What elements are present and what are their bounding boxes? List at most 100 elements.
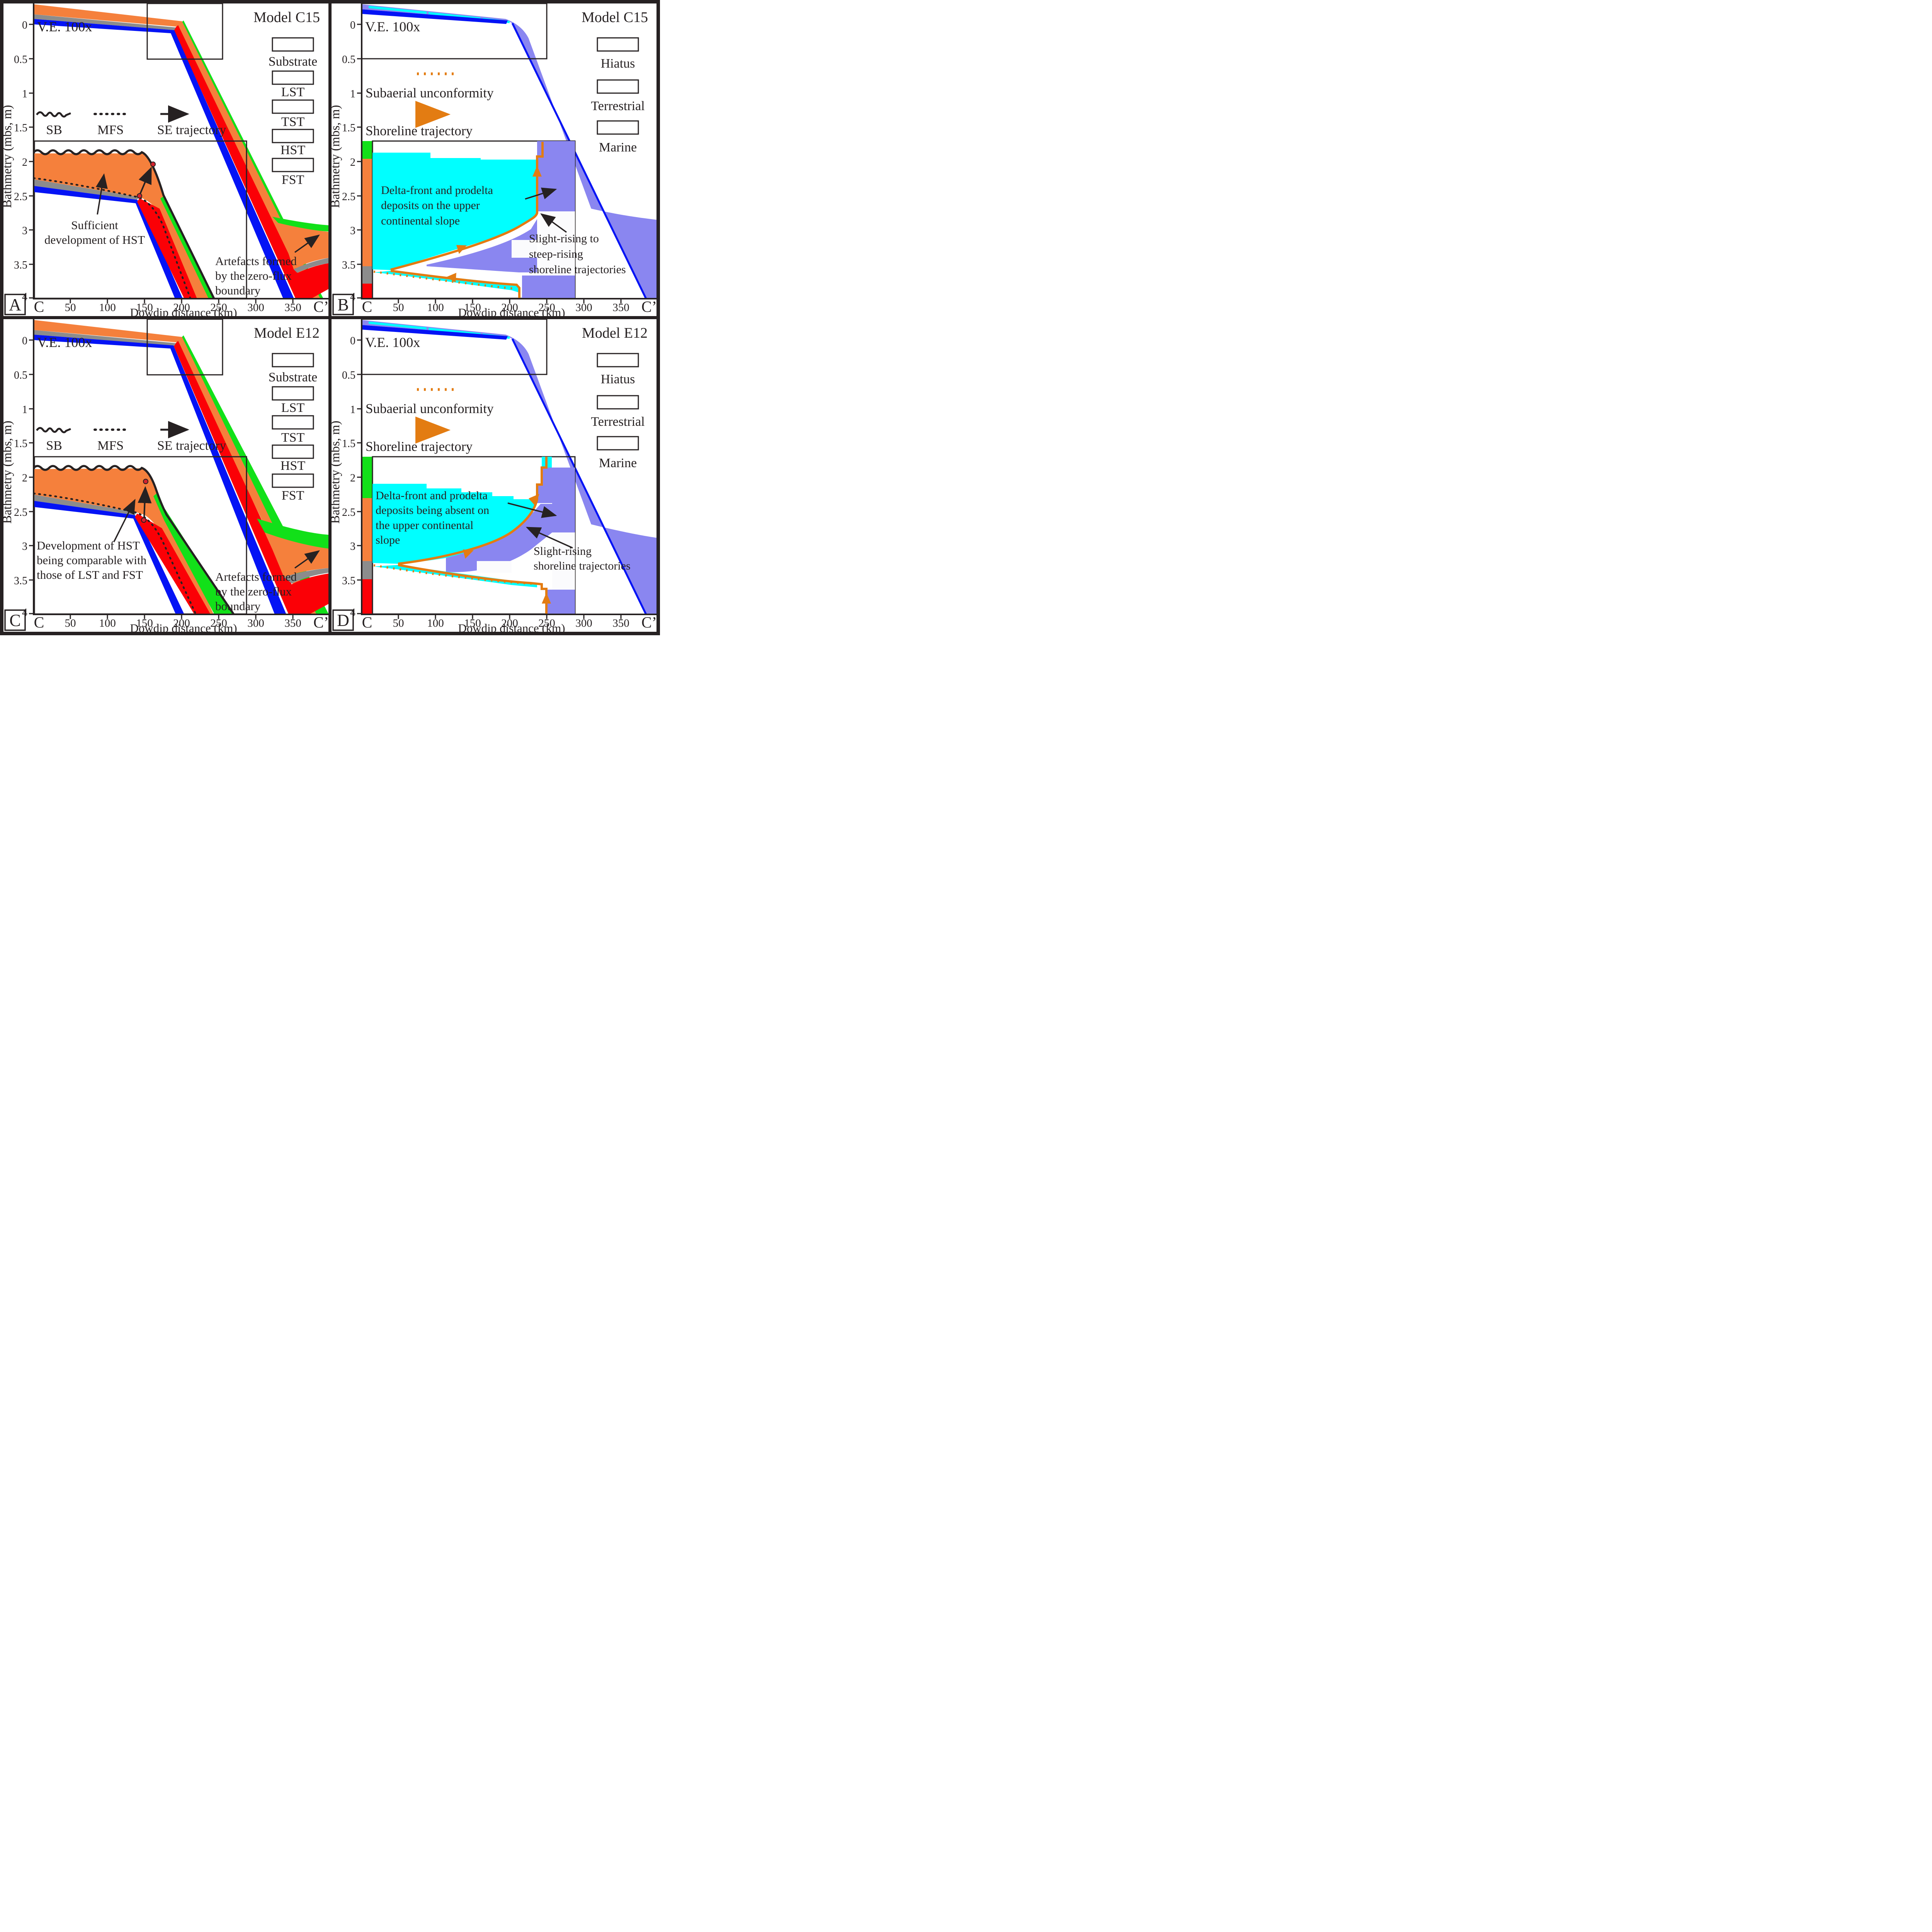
y-tick-label: 2.5 (342, 191, 355, 203)
panel-a-svg: Sufficient development of HST Artefacts … (2, 2, 330, 318)
inset-note-line: being comparable with (37, 553, 147, 567)
inset-marine-mid (427, 219, 537, 272)
symbol-legend: SB MFS SE trajectory (36, 421, 226, 453)
x-end-label: C’ (641, 298, 657, 315)
toe-tst (284, 568, 329, 583)
mfs-label: MFS (97, 439, 124, 453)
legend-label: TST (281, 430, 305, 445)
y-tick-label: 0.5 (14, 369, 27, 381)
trajectory-right-arrowhead (456, 245, 467, 254)
legend-label: HST (281, 143, 305, 157)
y-ticks (357, 339, 362, 614)
substrate-topset-band (362, 325, 508, 340)
x-end-label: C’ (641, 614, 657, 631)
y-tick-label: 1 (350, 88, 355, 100)
se-label: SE trajectory (157, 123, 226, 137)
y-ticks (29, 339, 34, 614)
ve-label: V.E. 100x (37, 19, 92, 34)
legend-tracts: Substrate LST TST HST FST (269, 37, 317, 187)
inset-note-line: the upper continental (376, 519, 473, 532)
legend-swatch-fst (272, 158, 314, 172)
legend-swatch-substrate (272, 353, 314, 367)
y-tick-label: 2.5 (342, 507, 355, 519)
shoreline-trajectory-lower (390, 270, 520, 298)
main-note-line: Artefacts formed (215, 254, 297, 268)
inset-note-line: slope (376, 534, 400, 546)
shoreline-label: Shoreline trajectory (366, 439, 473, 454)
y-axis-title: Bathmetry (mbs, m) (330, 105, 342, 208)
y-tick-label: 1 (22, 404, 27, 416)
main-annotation: Artefacts formed by the zero-flux bounda… (215, 550, 320, 613)
inset-terrestrial (372, 153, 537, 270)
strip-hst (362, 159, 372, 266)
legend-swatch-tst (272, 415, 314, 430)
x-tick-label: 350 (284, 301, 301, 314)
shoreline-label: Shoreline trajectory (366, 123, 473, 138)
legend-label: Substrate (269, 370, 318, 384)
legend-swatch-hiatus (597, 37, 639, 52)
y-axis-title: Bathmetry (mbs, m) (330, 421, 342, 524)
x-end-label: C’ (313, 614, 329, 631)
toe-fst (272, 217, 329, 231)
toe-lst (292, 573, 329, 614)
legend-swatch-terrestrial (597, 395, 639, 410)
trajectory-right-arrowhead (463, 549, 474, 559)
legend-swatch-lst (272, 70, 314, 85)
inset-wavy-surface-line (34, 149, 215, 298)
x-ticks (70, 614, 294, 619)
legend-swatch-tst (272, 99, 314, 114)
legend-swatch-marine (597, 120, 639, 135)
y-tick-label: 0.5 (14, 54, 27, 66)
annotation-arrow (540, 213, 567, 233)
toe-lst (297, 263, 329, 299)
x-tick-label: 100 (99, 301, 116, 314)
trajectory-up-arrowhead (542, 593, 551, 604)
panel-title: Model E12 (582, 325, 648, 341)
legend-label: Marine (599, 140, 637, 155)
y-tick-label: 2 (22, 156, 27, 168)
main-note-line: by the zero-flux (215, 585, 292, 598)
x-tick-label: 50 (393, 617, 404, 629)
trajectory-up-arrowhead (532, 166, 542, 177)
terrestrial-lens (369, 6, 427, 14)
ve-label: V.E. 100x (365, 19, 420, 34)
inset-marine-lower-right (522, 276, 575, 298)
inset-hiatus-patch (552, 532, 575, 590)
y-axis-title: Bathmetry (mbs, m) (2, 105, 14, 208)
x-start-label: C (34, 614, 44, 631)
legend-label: LST (281, 85, 305, 99)
x-start-label: C (362, 298, 372, 315)
main-annotation: Artefacts formed by the zero-flux bounda… (215, 234, 320, 297)
inset-left-strip (362, 457, 372, 614)
shoreline-point-upper (143, 479, 148, 484)
inset-terrestrial-sliver (374, 565, 537, 587)
legend-label: TST (281, 115, 305, 129)
inset-marine-upper-right (537, 468, 575, 532)
right-annotation: Slight-rising to steep-rising shoreline … (529, 213, 626, 276)
right-note-line: steep-rising (529, 248, 583, 260)
y-tick-label: 1 (22, 88, 27, 100)
x-tick-label: 100 (99, 617, 116, 629)
x-axis-title: Dowdip distance (km) (130, 306, 237, 318)
right-note-line: Slight-rising (534, 545, 592, 558)
right-note-line: Slight-rising to (529, 232, 599, 245)
y-tick-label: 0.5 (342, 369, 355, 381)
symbol-legend: Subaerial unconformity Shoreline traject… (366, 72, 494, 138)
inset-hiatus-patch (477, 561, 512, 573)
shoreline-point-upper (150, 162, 156, 167)
legend-swatch-hst (272, 444, 314, 459)
x-tick-label: 350 (612, 617, 629, 629)
se-trajectory-arrow (138, 486, 152, 518)
inset-marine-lower-right (546, 590, 575, 614)
y-tick-label: 2.5 (14, 507, 27, 519)
x-tick-label: 300 (575, 617, 592, 629)
y-tick-label: 2 (350, 156, 355, 168)
strip-tst (362, 266, 372, 284)
x-start-label: C (362, 614, 372, 631)
x-tick-label: 300 (575, 301, 592, 314)
panel-c-svg: Development of HST being comparable with… (2, 318, 330, 633)
x-tick-label: 250 (538, 301, 555, 314)
legend-swatch-lst (272, 386, 314, 401)
cross-section (362, 320, 657, 615)
panel-b-svg: Delta-front and prodelta deposits on the… (330, 2, 658, 318)
